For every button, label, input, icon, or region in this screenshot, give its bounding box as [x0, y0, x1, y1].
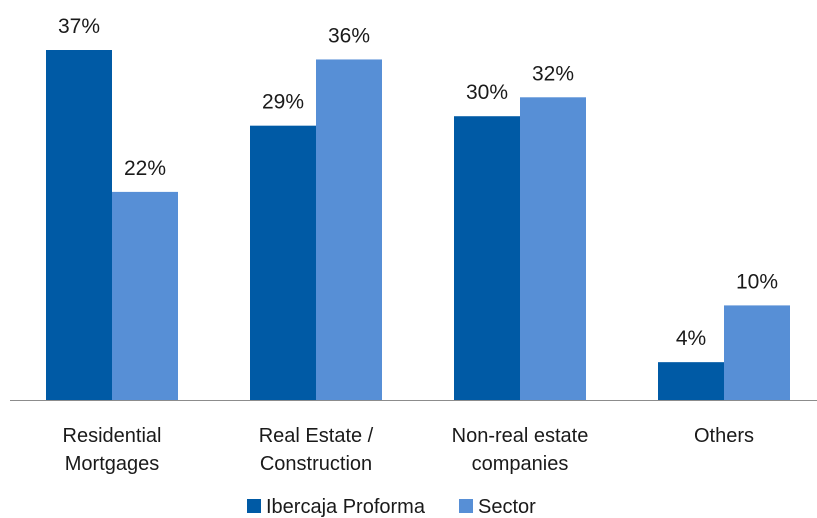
bar-sector-1 [316, 59, 382, 400]
bars-group [46, 50, 790, 401]
category-label: Others [694, 425, 754, 447]
bar-ibercaja-0 [46, 50, 112, 400]
category-label: Mortgages [65, 453, 160, 475]
bar-sector-2 [520, 97, 586, 400]
category-label: Non-real estate [452, 425, 589, 447]
value-label: 30% [466, 81, 508, 104]
value-label: 4% [676, 327, 706, 350]
category-labels-group: Residential Mortgages Real Estate / Constru… [63, 425, 754, 475]
value-labels-group: 37% 22% 29% 36% 30% 32% 4% 10% [58, 15, 778, 350]
bar-ibercaja-2 [454, 116, 520, 400]
value-label: 10% [736, 270, 778, 293]
bar-sector-3 [724, 305, 790, 400]
legend-label-sector: Sector [478, 496, 536, 518]
bar-ibercaja-1 [250, 125, 316, 401]
value-label: 29% [262, 91, 304, 114]
legend: Ibercaja Proforma Sector [247, 496, 536, 518]
value-label: 32% [532, 62, 574, 85]
legend-label-ibercaja: Ibercaja Proforma [266, 496, 426, 518]
category-label: Residential [63, 425, 162, 447]
value-label: 22% [124, 157, 166, 180]
category-label: Construction [260, 453, 372, 475]
category-label: Real Estate / [259, 425, 374, 447]
category-label: companies [472, 453, 569, 475]
value-label: 37% [58, 15, 100, 38]
legend-swatch-sector [459, 499, 473, 513]
bar-ibercaja-3 [658, 362, 724, 400]
bar-sector-0 [112, 191, 178, 400]
legend-swatch-ibercaja [247, 499, 261, 513]
value-label: 36% [328, 24, 370, 47]
